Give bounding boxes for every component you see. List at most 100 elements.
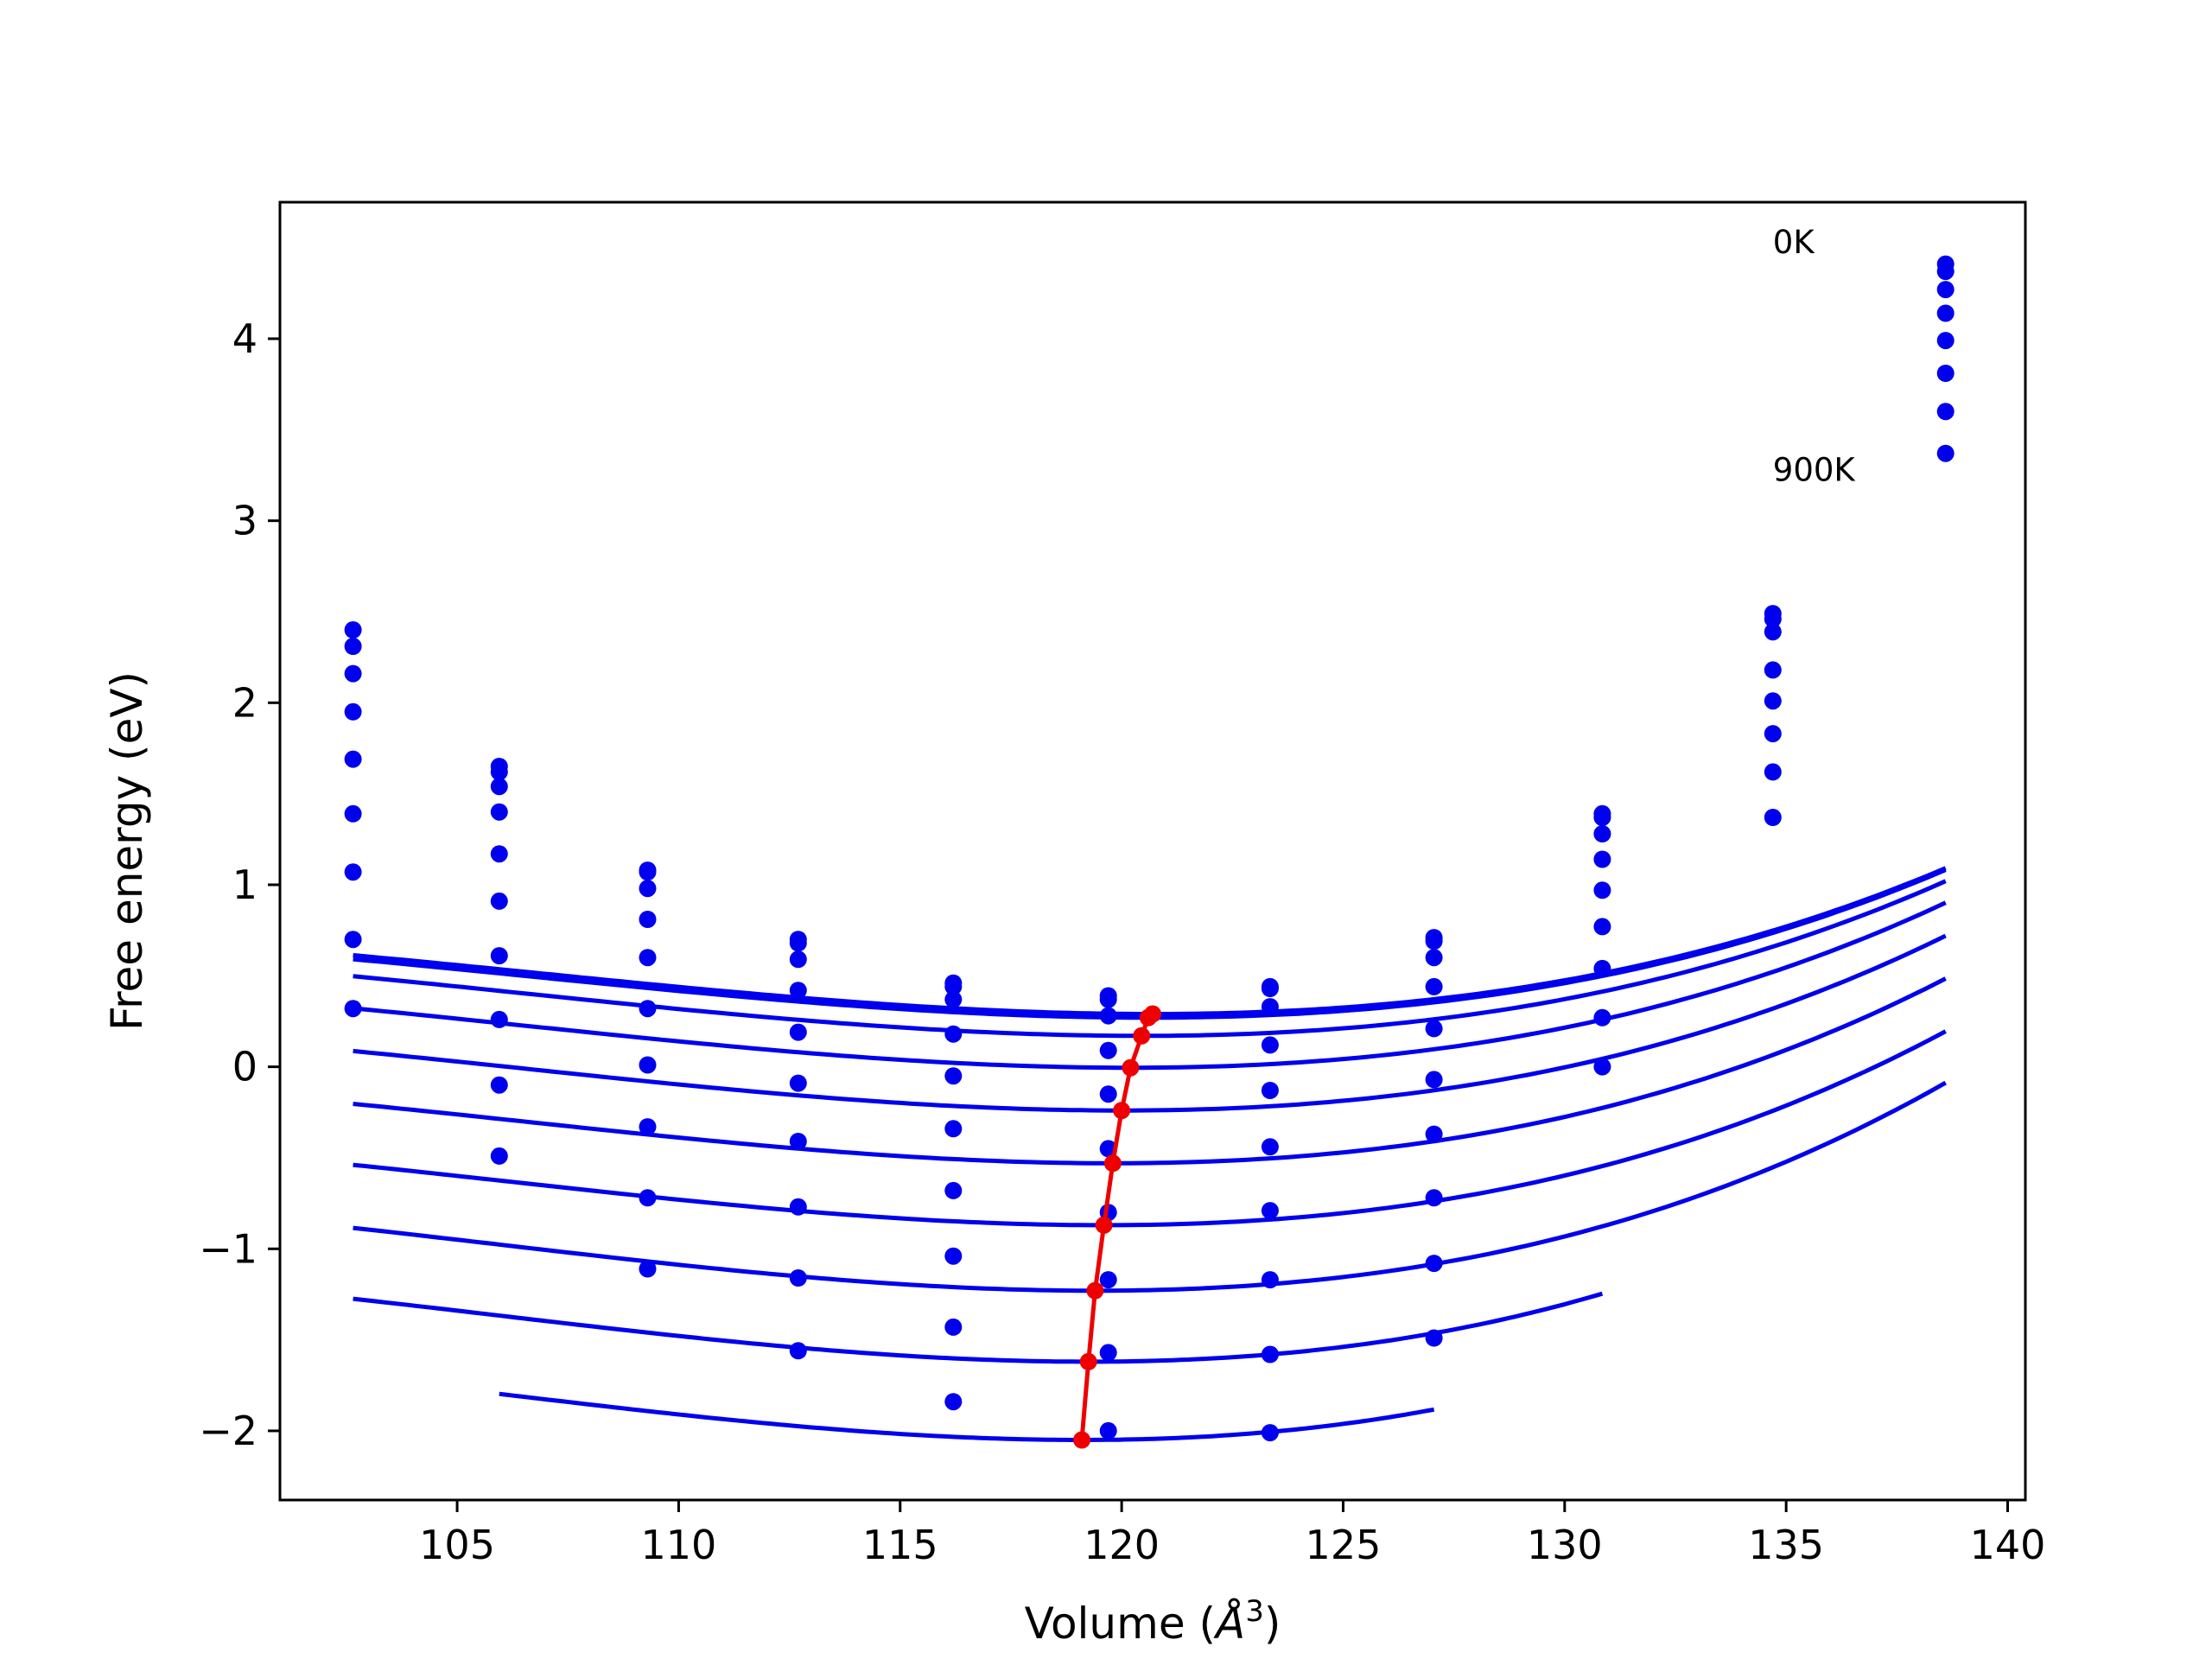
- data-point-s4-10: [1936, 332, 1955, 350]
- data-point-s6-4: [944, 1181, 963, 1199]
- axis-ticks: 105 110 115 120 125 130 135 140 −2 −1 0 1 2 3 4: [199, 315, 2045, 1568]
- x-tick-label-130: 130: [1527, 1522, 1603, 1568]
- data-point-s8-5: [1099, 1344, 1117, 1362]
- data-point-s6-6: [1261, 1202, 1279, 1220]
- data-point-s2-5: [1099, 1007, 1117, 1025]
- x-tick-label-115: 115: [862, 1522, 938, 1568]
- data-point-s8-6: [1261, 1345, 1279, 1363]
- data-point-s7-4: [944, 1247, 963, 1265]
- data-point-s7-10: [1936, 444, 1955, 462]
- y-axis-title: Free energy (eV): [102, 671, 152, 1031]
- data-point-s9-1: [490, 1147, 508, 1165]
- minimum-point-9: [1073, 1431, 1090, 1449]
- data-point-s3-1: [490, 803, 508, 821]
- data-point-s7-6: [1261, 1271, 1279, 1289]
- minimum-point-4: [1113, 1102, 1131, 1120]
- minima-line: [1079, 1012, 1154, 1440]
- data-point-s6-3: [789, 1133, 807, 1150]
- data-point-s1-5: [1099, 990, 1117, 1008]
- x-tick-label-105: 105: [419, 1522, 495, 1568]
- data-point-s1-3: [789, 931, 807, 949]
- data-point-s4-0: [344, 750, 362, 768]
- data-point-s4-7: [1425, 1020, 1443, 1038]
- minimum-point-3: [1122, 1058, 1140, 1077]
- data-point-s1-0: [344, 621, 362, 639]
- minimum-point-6: [1095, 1216, 1113, 1234]
- data-point-s3-4: [944, 1025, 963, 1043]
- data-point-s1-7: [1425, 932, 1443, 950]
- fit-curve-6: [353, 1029, 1947, 1228]
- annotation-900k: 900K: [1773, 451, 1857, 488]
- minimum-point-1: [1139, 1008, 1157, 1027]
- data-point-s4-9: [1764, 692, 1782, 710]
- data-point-s7-2: [639, 1118, 657, 1136]
- data-point-s6-8: [1593, 959, 1611, 977]
- data-point-s7-1: [490, 1010, 508, 1028]
- data-point-s6-7: [1425, 1125, 1443, 1143]
- data-point-s1-8: [1593, 809, 1611, 826]
- data-point-s3-3: [789, 982, 807, 1000]
- x-axis-title-main: Volume (: [1025, 1599, 1216, 1649]
- data-point-s4-6: [1261, 1082, 1279, 1099]
- data-point-s3-7: [1425, 977, 1443, 995]
- axes-frame: [278, 200, 2027, 1502]
- data-point-s2-2: [639, 880, 657, 898]
- data-point-s1-2: [639, 863, 657, 881]
- data-point-s8-3: [789, 1269, 807, 1287]
- data-point-s2-1: [490, 778, 508, 796]
- fit-curve-3: [353, 900, 1947, 1071]
- data-point-s7-5: [1099, 1271, 1117, 1289]
- x-tick-label-120: 120: [1084, 1522, 1160, 1568]
- data-point-s5-1: [490, 892, 508, 910]
- data-point-s1-6: [1261, 980, 1279, 997]
- data-point-s2-9: [1764, 623, 1782, 641]
- data-point-s8-7: [1425, 1255, 1443, 1273]
- data-point-s7-9: [1764, 809, 1782, 826]
- data-point-s5-10: [1936, 365, 1955, 382]
- data-point-s3-9: [1764, 661, 1782, 679]
- data-point-s0-0: [344, 638, 362, 655]
- data-point-s6-0: [344, 863, 362, 881]
- data-point-s4-3: [789, 1023, 807, 1041]
- data-point-s8-2: [639, 1189, 657, 1207]
- data-point-s2-0: [344, 664, 362, 683]
- data-point-s2-10: [1936, 281, 1955, 299]
- data-point-s2-8: [1593, 825, 1611, 842]
- data-point-s5-4: [944, 1120, 963, 1138]
- y-tick-label-5: 3: [232, 498, 257, 544]
- x-tick-label-110: 110: [641, 1522, 717, 1568]
- plot-area: [344, 255, 1955, 1449]
- data-point-s3-8: [1593, 850, 1611, 868]
- data-point-s5-6: [1261, 1138, 1279, 1156]
- data-point-s5-3: [789, 1074, 807, 1092]
- minimum-point-5: [1103, 1154, 1122, 1173]
- data-point-s5-0: [344, 804, 362, 823]
- data-point-s5-2: [639, 1000, 657, 1018]
- data-point-s2-3: [789, 950, 807, 969]
- data-point-s4-5: [1099, 1085, 1117, 1103]
- data-point-s9-7: [1425, 1329, 1443, 1347]
- data-point-s3-0: [344, 702, 362, 721]
- data-point-s7-0: [344, 931, 362, 949]
- y-tick-label-4: 2: [232, 679, 257, 726]
- data-point-s9-3: [789, 1342, 807, 1360]
- data-point-s7-3: [789, 1198, 807, 1216]
- data-point-s4-4: [944, 1067, 963, 1085]
- minimum-point-2: [1133, 1027, 1151, 1045]
- minimum-point-7: [1086, 1281, 1104, 1300]
- data-point-s1-10: [1936, 263, 1955, 281]
- y-tick-label-2: 0: [232, 1044, 257, 1090]
- data-point-s5-8: [1593, 918, 1611, 936]
- data-point-s8-1: [490, 1076, 508, 1094]
- x-tick-label-135: 135: [1748, 1522, 1824, 1568]
- data-point-s2-4: [944, 990, 963, 1008]
- data-point-s1-9: [1764, 610, 1782, 628]
- fit-curve-7: [353, 1080, 1947, 1294]
- x-axis-title-symbol: Å: [1213, 1599, 1245, 1649]
- data-point-s6-2: [639, 1056, 657, 1074]
- data-point-s6-9: [1764, 763, 1782, 781]
- x-axis-title-exponent: 3: [1245, 1594, 1264, 1629]
- x-tick-label-140: 140: [1970, 1522, 2046, 1568]
- fit-curve-8: [353, 1291, 1604, 1364]
